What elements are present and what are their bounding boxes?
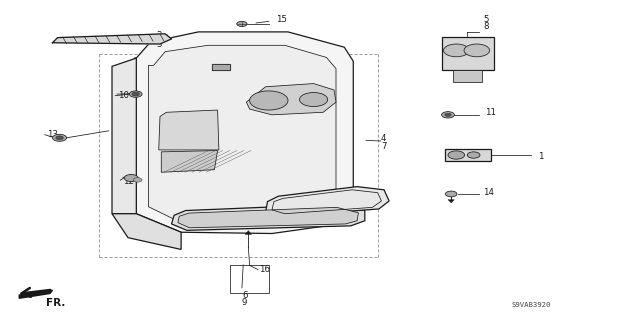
Text: 8: 8 — [483, 22, 489, 31]
Circle shape — [132, 92, 140, 96]
Circle shape — [444, 44, 469, 57]
Text: 9: 9 — [242, 298, 247, 307]
Circle shape — [56, 136, 63, 140]
Polygon shape — [148, 45, 336, 225]
Polygon shape — [134, 32, 353, 234]
Polygon shape — [448, 200, 454, 203]
Circle shape — [448, 151, 465, 159]
Text: 16: 16 — [259, 265, 270, 274]
Circle shape — [300, 93, 328, 107]
Polygon shape — [112, 214, 181, 249]
Text: 10: 10 — [118, 91, 129, 100]
Circle shape — [445, 191, 457, 197]
Text: FR.: FR. — [46, 298, 65, 308]
Polygon shape — [266, 187, 389, 216]
Bar — [453, 70, 482, 82]
Polygon shape — [172, 204, 365, 230]
Polygon shape — [52, 34, 172, 44]
Bar — [445, 149, 491, 161]
Text: 1: 1 — [538, 152, 543, 161]
Polygon shape — [245, 231, 252, 234]
Text: 2: 2 — [157, 31, 163, 40]
Bar — [442, 37, 494, 70]
Circle shape — [129, 91, 142, 97]
Text: S9VAB3920: S9VAB3920 — [511, 302, 551, 308]
Circle shape — [133, 178, 142, 182]
Text: 5: 5 — [483, 15, 489, 24]
Polygon shape — [246, 84, 336, 115]
Text: 3: 3 — [157, 40, 163, 48]
Text: 15: 15 — [276, 15, 287, 24]
Polygon shape — [212, 64, 230, 70]
Circle shape — [442, 112, 454, 118]
Circle shape — [124, 174, 138, 182]
Bar — [230, 265, 269, 293]
Text: 13: 13 — [47, 130, 58, 139]
Text: 12: 12 — [123, 177, 134, 186]
Polygon shape — [19, 290, 52, 298]
Circle shape — [237, 21, 247, 26]
Text: 7: 7 — [381, 142, 387, 151]
Circle shape — [445, 113, 451, 116]
Text: 4: 4 — [381, 134, 387, 143]
Polygon shape — [178, 207, 358, 228]
Polygon shape — [112, 58, 136, 214]
Circle shape — [52, 134, 67, 141]
Circle shape — [464, 44, 490, 57]
Circle shape — [467, 152, 480, 158]
Text: 6: 6 — [242, 291, 248, 300]
Circle shape — [250, 91, 288, 110]
Polygon shape — [159, 110, 219, 150]
Text: 11: 11 — [485, 108, 496, 117]
Polygon shape — [161, 151, 218, 172]
Text: 14: 14 — [483, 189, 494, 197]
